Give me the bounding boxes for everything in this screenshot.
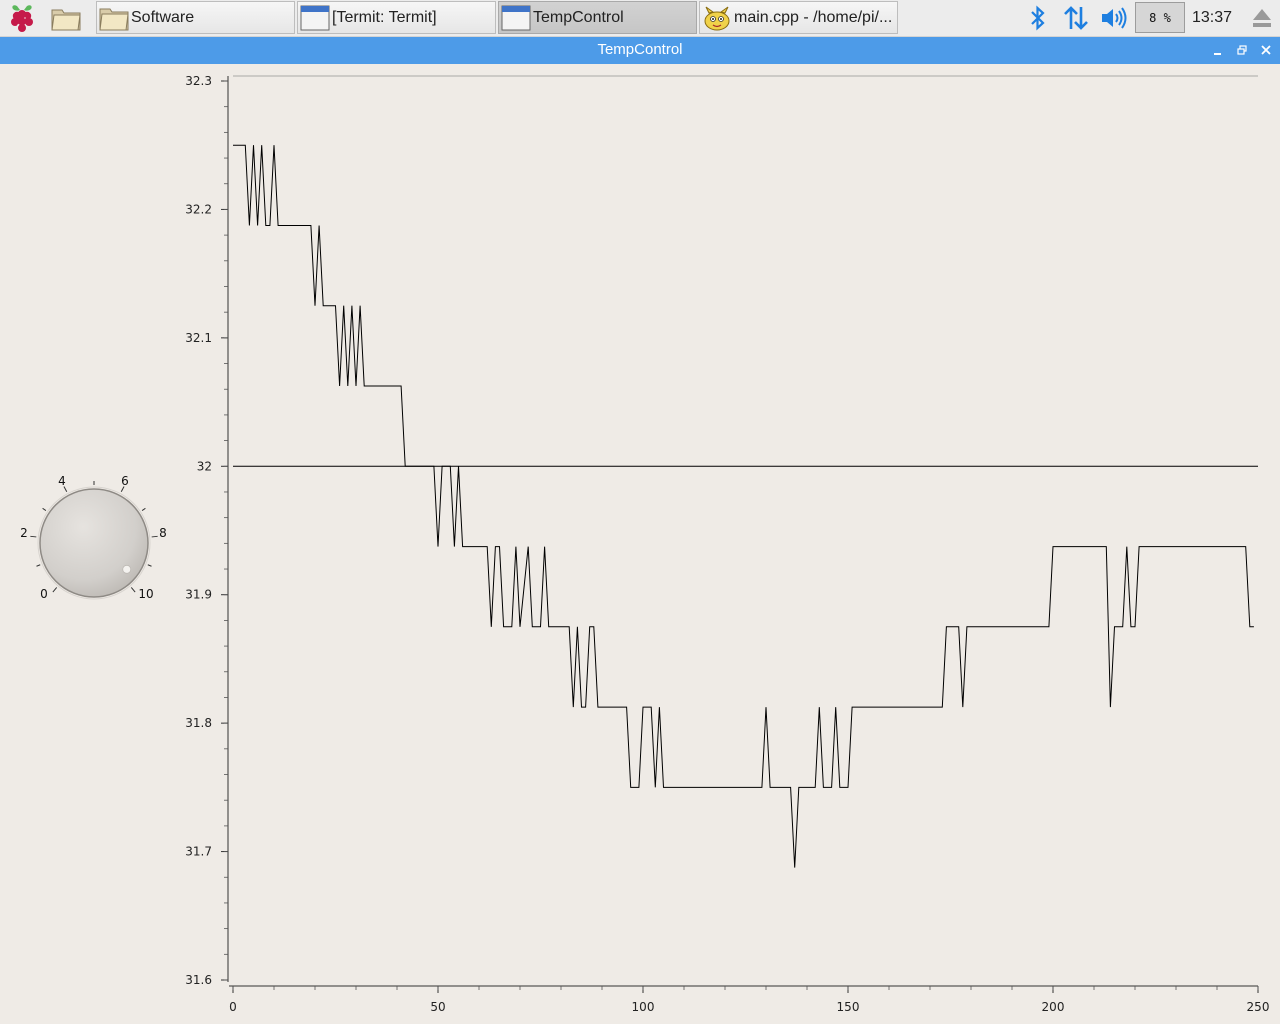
raspberry-icon[interactable] (6, 2, 38, 34)
eject-icon[interactable] (1246, 2, 1278, 34)
dial-knob[interactable] (39, 488, 149, 598)
dial-label-4: 4 (58, 474, 66, 488)
y-tick-label: 31.7 (185, 845, 212, 859)
dial-tick (42, 507, 47, 511)
dial-label-2: 2 (20, 526, 28, 540)
window-icon (501, 3, 531, 33)
x-tick-label: 0 (229, 1000, 237, 1014)
x-tick-label: 50 (430, 1000, 445, 1014)
clock[interactable]: 13:37 (1192, 9, 1233, 26)
maximize-button[interactable] (1234, 42, 1250, 58)
cpu-usage-value: 8 % (1149, 10, 1171, 25)
y-tick-label: 32.2 (185, 202, 212, 216)
y-tick-label: 31.8 (185, 716, 212, 730)
task-label: [Termit: Termit] (332, 8, 437, 26)
y-tick-label: 31.6 (185, 973, 212, 987)
dial-tick (36, 564, 41, 567)
task-software[interactable]: Software (96, 1, 295, 34)
network-arrows-icon[interactable] (1060, 2, 1092, 34)
task-termit[interactable]: [Termit: Termit] (297, 1, 496, 34)
y-tick-label: 32.1 (185, 331, 212, 345)
dial-tick (147, 564, 152, 567)
dial-tick (141, 507, 146, 511)
task-label: main.cpp - /home/pi/... (734, 8, 893, 26)
temperature-setpoint-dial[interactable]: 0 2 4 6 8 10 (0, 470, 190, 610)
folder-icon (99, 3, 129, 33)
folder-icon[interactable] (50, 2, 82, 34)
x-tick-label: 250 (1247, 1000, 1270, 1014)
dial-label-10: 10 (138, 587, 153, 601)
x-tick-label: 150 (837, 1000, 860, 1014)
dial-indicator (122, 564, 132, 574)
y-tick-label: 32.3 (185, 74, 212, 88)
task-label: TempControl (533, 8, 624, 26)
cpu-usage-monitor[interactable]: 8 % (1135, 2, 1185, 33)
minimize-button[interactable] (1210, 42, 1226, 58)
geany-icon (702, 3, 732, 33)
dial-label-0: 0 (40, 587, 48, 601)
window-titlebar[interactable]: TempControl (0, 37, 1280, 64)
dial-tick (52, 587, 58, 593)
dial-ticks (30, 481, 158, 593)
y-tick-label: 31.9 (185, 588, 212, 602)
dial-label-6: 6 (121, 474, 129, 488)
window-icon (300, 3, 330, 33)
speaker-icon[interactable] (1098, 2, 1130, 34)
window-title: TempControl (597, 41, 683, 58)
dial-tick (120, 486, 125, 493)
task-label: Software (131, 8, 195, 26)
taskbar: Software [Termit: Termit] TempControl (0, 0, 1280, 37)
task-tempcontrol[interactable]: TempControl (498, 1, 697, 34)
dial-tick (30, 535, 37, 538)
x-ticks: 0 50 100 150 200 250 (229, 986, 1269, 1014)
y-tick-label: 32 (197, 459, 212, 473)
close-button[interactable] (1258, 42, 1274, 58)
dial-ring (37, 486, 151, 600)
dial-tick (151, 535, 158, 538)
temperature-series-line (233, 144, 1254, 868)
dial-tick (63, 486, 68, 493)
temperature-plot: 32.3 32.2 32.1 32 31.9 31.8 31.7 31.6 0 50 100 150… (185, 74, 1269, 1014)
y-ticks: 32.3 32.2 32.1 32 31.9 31.8 31.7 31.6 (185, 74, 228, 987)
bluetooth-icon[interactable] (1022, 2, 1054, 34)
dial-label-8: 8 (159, 526, 167, 540)
dial-tick (130, 587, 136, 593)
x-tick-label: 200 (1042, 1000, 1065, 1014)
x-tick-label: 100 (632, 1000, 655, 1014)
task-geany[interactable]: main.cpp - /home/pi/... (699, 1, 898, 34)
